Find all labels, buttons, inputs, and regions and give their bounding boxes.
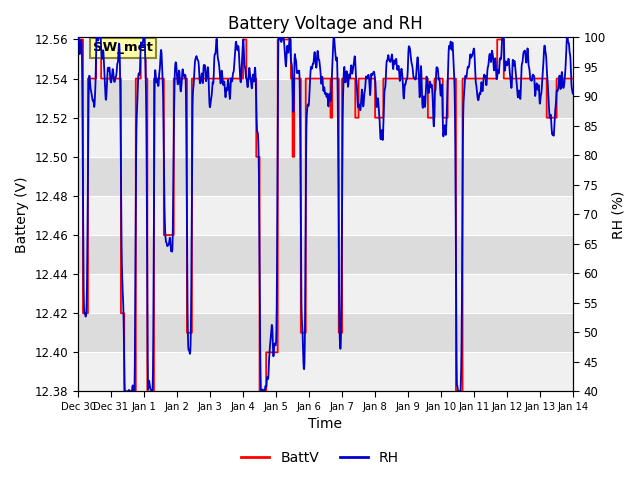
Y-axis label: Battery (V): Battery (V): [15, 176, 29, 252]
Title: Battery Voltage and RH: Battery Voltage and RH: [228, 15, 423, 33]
Bar: [78, 39, 573, 79]
Y-axis label: RH (%): RH (%): [611, 190, 625, 239]
Bar: [78, 79, 573, 118]
Bar: [78, 352, 573, 391]
Bar: [78, 118, 573, 157]
Legend: BattV, RH: BattV, RH: [236, 445, 404, 471]
Bar: [78, 196, 573, 235]
Bar: [78, 157, 573, 196]
Bar: [78, 313, 573, 352]
Text: SW_met: SW_met: [93, 41, 153, 54]
X-axis label: Time: Time: [308, 418, 342, 432]
Bar: [78, 274, 573, 313]
Bar: [78, 235, 573, 274]
